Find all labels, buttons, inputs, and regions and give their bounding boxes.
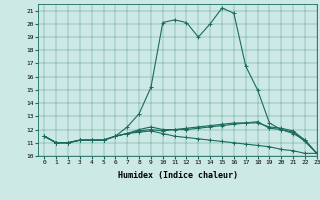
- X-axis label: Humidex (Indice chaleur): Humidex (Indice chaleur): [118, 171, 238, 180]
